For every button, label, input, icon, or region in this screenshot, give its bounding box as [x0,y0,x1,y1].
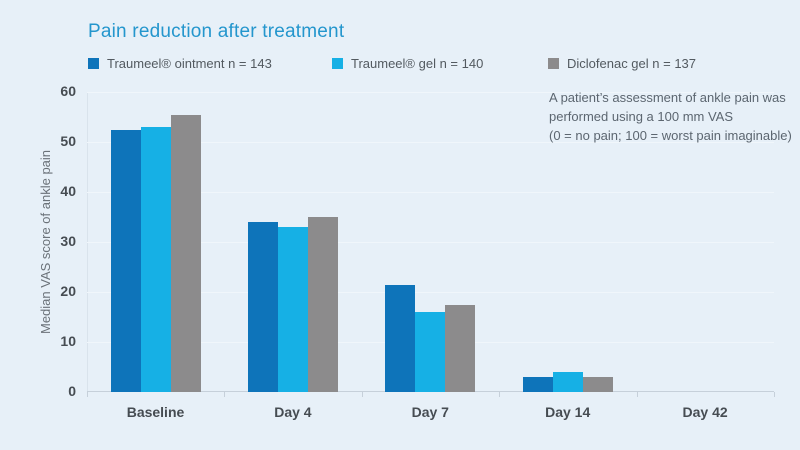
y-tick-label-10: 10 [60,333,76,349]
gridline-y50 [87,142,774,143]
legend-swatch-icon [332,58,343,69]
legend-item-2: Diclofenac gel n = 137 [548,56,696,71]
x-axis-tick [362,392,363,397]
bar [582,377,613,392]
x-axis-tick [87,392,88,397]
bar-group-day-14 [499,372,636,392]
gridline-y30 [87,242,774,243]
y-tick-label-0: 0 [68,383,76,399]
y-tick-label-30: 30 [60,233,76,249]
bar-group-day-7 [362,284,499,392]
bar [522,377,553,392]
bar [170,114,201,392]
bar [308,217,339,392]
gridline-y40 [87,192,774,193]
legend-item-0: Traumeel® ointment n = 143 [88,56,272,71]
bar [278,227,309,392]
bar [445,304,476,392]
x-axis-tick [637,392,638,397]
y-tick-label-20: 20 [60,283,76,299]
y-tick-label-40: 40 [60,183,76,199]
legend-label: Diclofenac gel n = 137 [567,56,697,71]
y-tick-label-60: 60 [60,83,76,99]
x-category-label-day-14: Day 14 [545,404,591,420]
x-axis-tick [499,392,500,397]
plot-area [87,92,775,397]
gridline-y20 [87,292,774,293]
x-category-label-day-4: Day 4 [274,404,312,420]
y-tick-label-50: 50 [60,133,76,149]
x-axis-tick [224,392,225,397]
bar [552,372,583,392]
annotation-note: A patient’s assessment of ankle pain was… [549,88,799,145]
legend-swatch-icon [548,58,559,69]
annotation-line: A patient’s assessment of ankle pain was [549,90,786,105]
bar [110,129,141,392]
annotation-line: performed using a 100 mm VAS [549,109,734,124]
x-axis-tick [774,392,775,397]
legend-item-1: Traumeel® gel n = 140 [332,56,483,71]
gridline-y60 [87,92,774,93]
annotation-line: (0 = no pain; 100 = worst pain imaginabl… [549,128,792,143]
legend-label: Traumeel® ointment n = 143 [107,56,272,71]
bar [248,222,279,392]
chart-title: Pain reduction after treatment [88,21,345,42]
x-category-label-day-7: Day 7 [411,404,449,420]
bar [385,284,416,392]
bar-group-day-4 [224,217,361,392]
bar-group-baseline [87,114,224,392]
legend-label: Traumeel® gel n = 140 [351,56,484,71]
bar [140,127,171,392]
x-category-label-baseline: Baseline [126,404,185,420]
bar [415,312,446,392]
legend-swatch-icon [88,58,99,69]
x-category-label-day-42: Day 42 [682,404,728,420]
